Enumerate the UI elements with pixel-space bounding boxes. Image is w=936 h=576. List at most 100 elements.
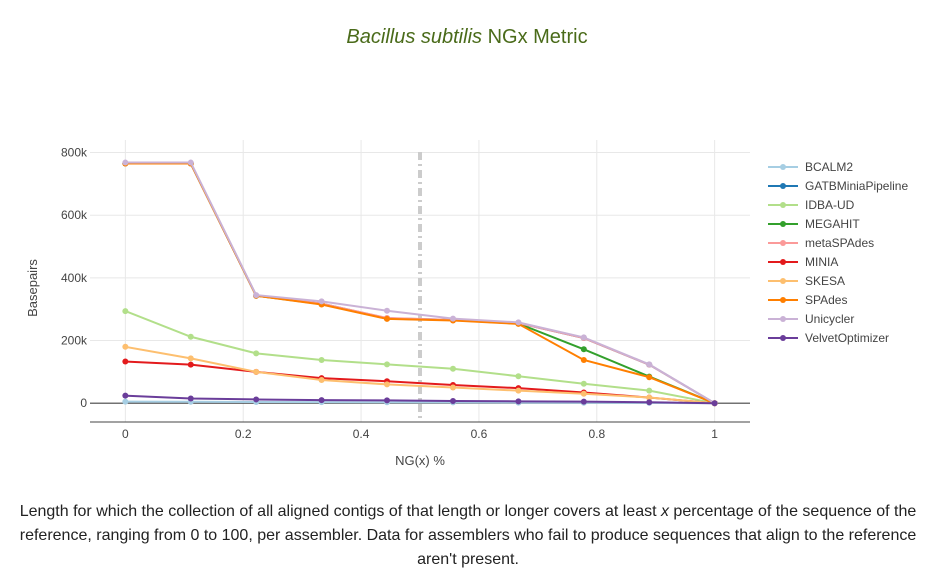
data-point[interactable] <box>450 365 456 372</box>
data-point[interactable] <box>646 394 653 401</box>
y-axis-title: Basepairs <box>25 259 40 317</box>
legend-label: MINIA <box>805 255 838 269</box>
legend-label: IDBA-UD <box>805 198 855 212</box>
series-line <box>125 394 715 405</box>
caption-before: Length for which the collection of all a… <box>19 503 661 520</box>
caption-var: x <box>660 503 669 520</box>
data-point[interactable] <box>187 333 194 340</box>
data-point[interactable] <box>122 392 129 399</box>
data-point[interactable] <box>450 398 456 405</box>
series-layer <box>122 159 718 407</box>
data-point[interactable] <box>253 350 260 357</box>
legend-item-unicycler[interactable]: Unicycler <box>768 312 854 326</box>
data-point[interactable] <box>646 399 653 406</box>
legend-swatch-marker <box>780 240 786 246</box>
data-point[interactable] <box>384 397 390 404</box>
data-point[interactable] <box>580 346 587 353</box>
data-point[interactable] <box>122 343 129 350</box>
legend-label: SKESA <box>805 274 845 288</box>
legend-item-bcalm2[interactable]: BCALM2 <box>768 160 853 174</box>
data-point[interactable] <box>384 315 390 322</box>
legend-item-velvetoptimizer[interactable]: VelvetOptimizer <box>768 331 889 345</box>
data-point[interactable] <box>580 380 587 387</box>
data-point[interactable] <box>580 390 587 397</box>
legend-label: metaSPAdes <box>805 236 874 250</box>
grid <box>90 140 750 422</box>
x-tick-label: 0 <box>122 427 129 441</box>
legend-item-metaspades[interactable]: metaSPAdes <box>768 236 874 250</box>
x-tick-label: 1 <box>711 427 718 441</box>
legend-item-minia[interactable]: MINIA <box>768 255 838 269</box>
chart-title: Bacillus subtilis NGx Metric <box>346 26 587 48</box>
legend-item-idba-ud[interactable]: IDBA-UD <box>768 198 855 212</box>
legend-item-megahit[interactable]: MEGAHIT <box>768 217 860 231</box>
data-point[interactable] <box>253 396 260 403</box>
data-point[interactable] <box>253 292 260 299</box>
legend-swatch-marker <box>780 278 786 284</box>
data-point[interactable] <box>515 319 522 326</box>
legend-label: MEGAHIT <box>805 217 860 231</box>
legend[interactable]: BCALM2 GATBMiniaPipeline IDBA-UD MEGAHIT met… <box>768 160 908 345</box>
y-tick-label: 0 <box>80 396 87 410</box>
y-tick-label: 800k <box>61 146 88 160</box>
x-axis-title: NG(x) % <box>395 453 445 468</box>
data-point[interactable] <box>646 374 653 381</box>
data-point[interactable] <box>450 384 456 391</box>
data-point[interactable] <box>384 361 390 368</box>
data-point[interactable] <box>253 368 260 375</box>
legend-swatch-marker <box>780 202 786 208</box>
data-point[interactable] <box>580 356 587 363</box>
series-idba-ud <box>122 308 718 407</box>
chart-title-rest: NGx Metric <box>482 26 588 48</box>
data-point[interactable] <box>515 373 522 380</box>
legend-label: GATBMiniaPipeline <box>805 179 908 193</box>
legend-item-spades[interactable]: SPAdes <box>768 293 847 307</box>
legend-label: Unicycler <box>805 312 854 326</box>
data-point[interactable] <box>580 398 587 405</box>
x-tick-label: 0.6 <box>471 427 488 441</box>
chart-title-italic: Bacillus subtilis <box>346 26 482 48</box>
data-point[interactable] <box>318 377 325 384</box>
series-line <box>125 161 716 405</box>
data-point[interactable] <box>122 159 129 166</box>
data-point[interactable] <box>515 398 522 405</box>
data-point[interactable] <box>646 361 653 368</box>
x-tick-label: 0.2 <box>235 427 252 441</box>
data-point[interactable] <box>646 387 653 394</box>
series-unicycler <box>122 159 718 407</box>
legend-swatch-marker <box>780 164 786 170</box>
legend-label: VelvetOptimizer <box>805 331 889 345</box>
data-point[interactable] <box>187 395 194 402</box>
data-point[interactable] <box>318 356 325 363</box>
data-point[interactable] <box>711 400 718 407</box>
axes: 0 0.2 0.4 0.6 0.8 1 0 200k 400k 600k 800k <box>61 146 750 441</box>
data-point[interactable] <box>187 355 194 362</box>
legend-item-gatbminiapipeline[interactable]: GATBMiniaPipeline <box>768 179 908 193</box>
data-point[interactable] <box>122 398 129 405</box>
legend-swatch-marker <box>780 335 786 341</box>
data-point[interactable] <box>122 358 129 365</box>
data-point[interactable] <box>122 308 129 315</box>
data-point[interactable] <box>580 334 587 341</box>
legend-swatch-marker <box>780 259 786 265</box>
y-tick-label: 400k <box>61 271 88 285</box>
data-point[interactable] <box>318 298 325 305</box>
data-point[interactable] <box>187 361 194 368</box>
data-point[interactable] <box>515 387 522 394</box>
y-tick-label: 200k <box>61 334 88 348</box>
legend-swatch-marker <box>780 183 786 189</box>
y-tick-label: 600k <box>61 208 88 222</box>
x-tick-label: 0.8 <box>588 427 605 441</box>
ngx-chart: Bacillus subtilis NGx Metric 0 0.2 0.4 0.6 0… <box>25 26 908 468</box>
legend-label: BCALM2 <box>805 160 853 174</box>
data-point[interactable] <box>318 397 325 404</box>
series-line <box>125 345 715 405</box>
data-point[interactable] <box>450 315 456 322</box>
legend-item-skesa[interactable]: SKESA <box>768 274 845 288</box>
data-point[interactable] <box>384 307 390 314</box>
data-point[interactable] <box>187 159 194 166</box>
x-tick-label: 0.4 <box>353 427 370 441</box>
legend-swatch-marker <box>780 221 786 227</box>
data-point[interactable] <box>384 381 390 388</box>
caption-after: percentage of the sequence of the refere… <box>19 503 917 568</box>
